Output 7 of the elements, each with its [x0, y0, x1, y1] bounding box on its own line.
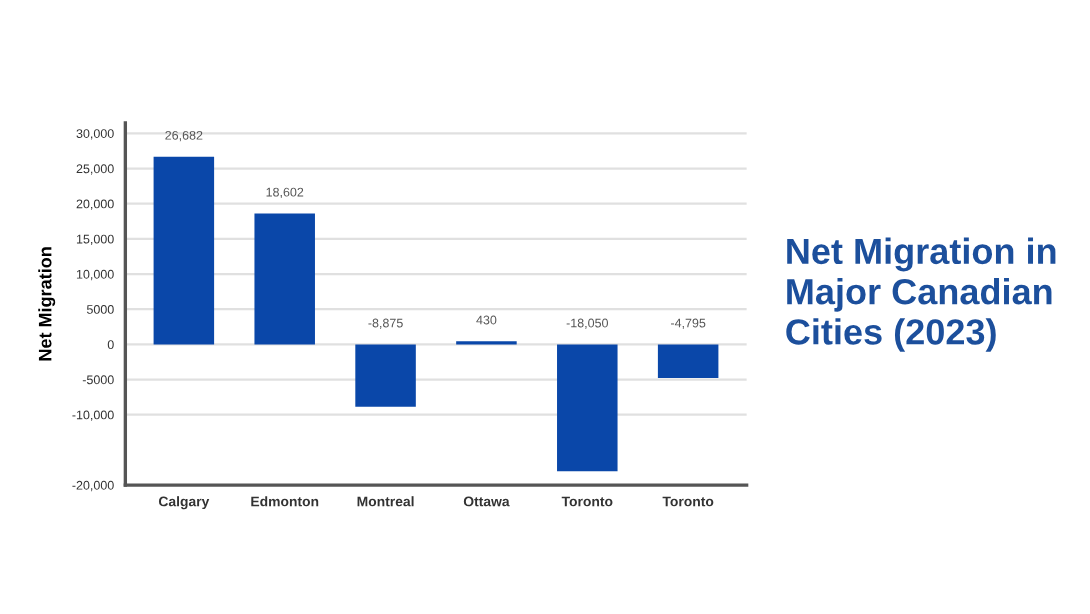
y-axis-title: Net Migration [38, 247, 56, 361]
bar [557, 344, 618, 472]
bar [254, 213, 315, 345]
bar [657, 344, 719, 379]
text: Net Migration in Major Canadian Cities (2023) [786, 237, 1056, 352]
bar [153, 156, 215, 345]
bar [355, 344, 416, 407]
